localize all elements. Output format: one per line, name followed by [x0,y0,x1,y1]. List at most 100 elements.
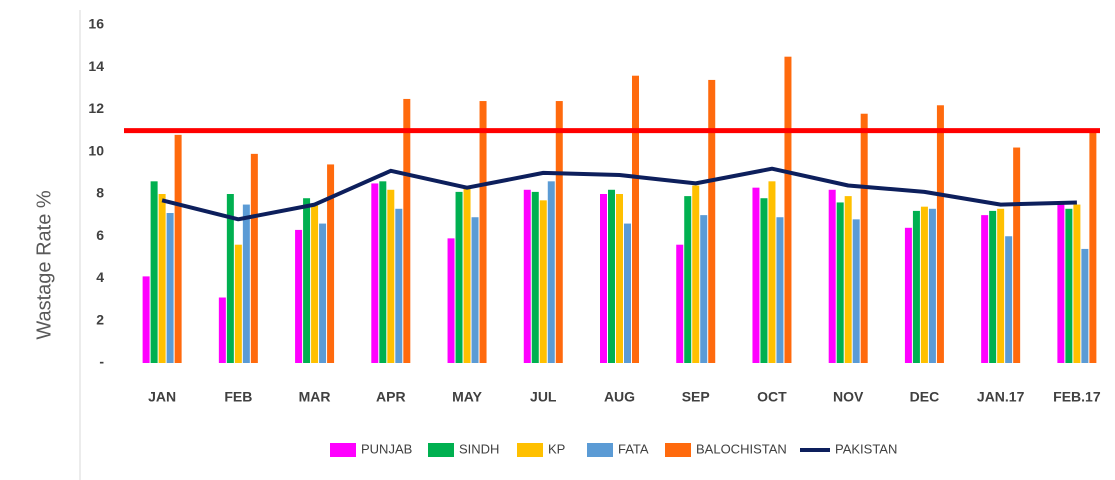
bar [295,229,303,363]
bar [852,219,860,363]
bar [379,181,387,363]
legend-label: FATA [618,441,649,456]
bar [1065,208,1073,363]
bar [555,101,563,364]
bar [403,98,411,363]
bar [150,181,158,363]
legend-label: PUNJAB [361,441,412,456]
bar [226,194,234,363]
bar [989,210,997,363]
bar [692,185,700,363]
bar [608,189,615,363]
legend-swatch [517,443,543,457]
bar [311,204,319,363]
bar [234,244,242,363]
bar [371,183,379,363]
bar [1057,204,1065,363]
x-tick-label: JUL [530,389,557,405]
bar [752,187,760,363]
bar [776,217,784,363]
bar [463,187,471,363]
bar [218,297,226,363]
x-tick-label: JAN.17 [977,389,1025,405]
bar [319,223,327,363]
bar [142,276,150,363]
bar [166,213,174,363]
bar [1081,248,1089,363]
bar [158,194,166,363]
bar [920,206,928,363]
bar [836,202,844,363]
bar [912,210,920,363]
bar [997,208,1005,363]
bar [1005,236,1013,363]
bar [632,75,639,363]
bar [303,198,311,363]
y-tick-label: - [99,354,104,370]
bar [768,181,776,363]
bar [479,101,487,364]
bar [523,189,531,363]
x-tick-label: NOV [833,389,864,405]
bar [684,196,692,363]
bar [624,223,631,363]
bar [676,244,684,363]
bar [471,217,479,363]
x-tick-label: APR [376,389,406,405]
legend-swatch [665,443,691,457]
legend-label: KP [548,441,565,456]
x-tick-label: AUG [604,389,635,405]
x-tick-label: FEB.17 [1053,389,1101,405]
bar [860,113,868,363]
x-tick-label: OCT [757,389,787,405]
bar [1013,147,1021,363]
bar [616,194,623,363]
x-tick-label: MAR [299,389,331,405]
y-tick-label: 16 [88,16,104,32]
bar [708,79,716,364]
legend-swatch [587,443,613,457]
y-tick-label: 10 [88,142,104,158]
legend-swatch [330,443,356,457]
x-tick-label: MAY [452,389,482,405]
legend-swatch [428,443,454,457]
bar [828,189,836,363]
legend-label: BALOCHISTAN [696,441,787,456]
bar [539,200,547,363]
bar [327,164,335,363]
y-tick-label: 8 [96,185,104,201]
bar [784,56,792,363]
bar [455,191,463,363]
x-tick-label: FEB [224,389,252,405]
x-tick-label: JAN [148,389,176,405]
y-axis-label: Wastage Rate % [33,190,55,340]
x-tick-label: SEP [682,389,710,405]
x-tick-label: DEC [910,389,940,405]
bar [1073,204,1081,363]
y-tick-label: 6 [96,227,104,243]
bar [174,134,182,363]
bar [981,215,989,363]
bar [242,204,250,363]
bar [600,194,607,363]
bar [531,191,539,363]
y-tick-label: 14 [88,58,104,74]
y-tick-label: 12 [88,100,104,116]
legend-label: SINDH [459,441,499,456]
bar [395,208,403,363]
legend-label: PAKISTAN [835,441,897,456]
bar [928,208,936,363]
bar [447,238,455,363]
bar [760,198,768,363]
bar [250,153,258,363]
y-tick-label: 4 [96,269,104,285]
bar [844,196,852,363]
line-series [161,166,1077,222]
bar [1089,130,1097,363]
bar [387,189,395,363]
bar [700,215,708,363]
bar [936,105,944,364]
bar [904,227,912,363]
y-tick-label: 2 [96,311,104,327]
